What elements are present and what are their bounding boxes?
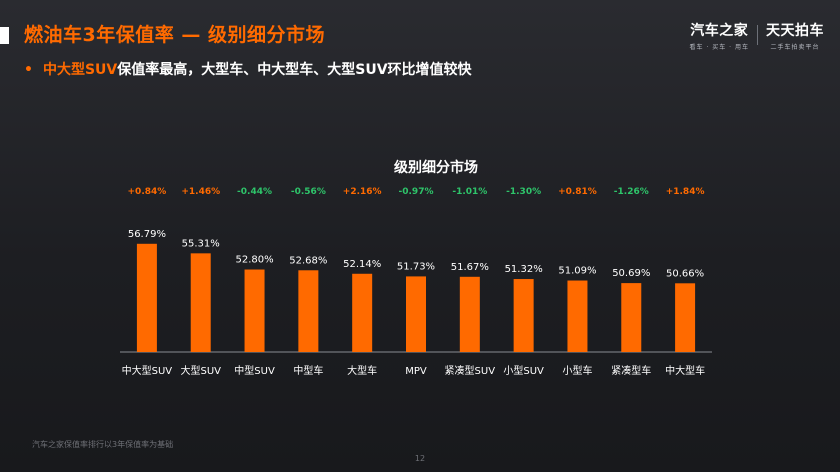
change-label: -0.97% [399,187,434,197]
bar-value-label: 52.68% [289,255,327,266]
bar-value-label: 51.32% [505,264,543,275]
x-tick-label: 小型SUV [503,364,544,377]
bar-value-label: 50.66% [666,268,704,279]
bar-value-label: 51.09% [558,266,596,277]
x-tick-label: MPV [405,366,427,377]
footnote: 汽车之家保值率排行以3年保值率为基础 [32,440,174,449]
key-finding-text: 保值率最高，大型车、中大型车、大型SUV环比增值较快 [117,62,472,78]
bar [513,279,534,352]
bar [621,283,642,352]
bullet-dot-icon: • [24,62,33,78]
ttpai-logo-slogan: 二手车拍卖平台 [770,43,820,51]
change-label: +1.46% [181,187,220,197]
autohome-logo: 汽车之家 看车 · 买车 · 用车 [690,20,749,51]
change-label: -1.30% [506,187,541,197]
bar [136,243,157,352]
chart-title: 级别细分市场 [394,159,478,176]
bar-value-label: 52.80% [235,255,273,266]
autohome-logo-text: 汽车之家 [690,22,749,39]
ttpai-logo-text: 天天拍车 [766,22,824,39]
brand-logos: 汽车之家 看车 · 买车 · 用车 天天拍车 二手车拍卖平台 [690,20,824,51]
bar [567,280,588,352]
page-number: 12 [414,454,426,463]
x-tick-label: 紧凑型SUV [445,364,496,377]
bar-value-label: 55.31% [182,238,220,249]
key-finding-highlight: 中大型SUV [42,62,118,78]
change-label: -1.26% [614,187,649,197]
change-label: -0.44% [237,187,272,197]
bar-value-label: 50.69% [612,268,650,279]
bar [406,276,426,352]
bar-value-label: 56.79% [128,229,166,240]
title-marker [0,27,9,44]
x-tick-label: 中大型车 [665,364,705,377]
x-tick-label: 小型车 [562,364,592,377]
page-title: 燃油车3年保值率 — 级别细分市场 [24,24,325,46]
autohome-logo-slogan: 看车 · 买车 · 用车 [689,43,749,51]
change-label: +2.16% [343,187,382,197]
x-tick-label: 中型SUV [234,364,275,377]
logo-divider [757,25,758,45]
x-tick-label: 大型车 [347,364,377,377]
bar-value-label: 52.14% [343,259,381,270]
change-label: +0.81% [558,187,597,197]
bar [459,276,480,352]
bar [190,253,211,352]
change-label: +0.84% [128,187,167,197]
x-tick-label: 大型SUV [180,364,221,377]
key-finding: • 中大型SUV保值率最高，大型车、中大型车、大型SUV环比增值较快 [24,59,472,79]
bar [298,270,319,352]
bar-value-label: 51.73% [397,261,435,272]
bar [352,273,373,352]
bar-value-label: 51.67% [451,262,489,273]
bar [244,269,265,352]
bar [675,283,696,352]
x-tick-label: 中型车 [293,364,323,377]
x-tick-label: 紧凑型车 [611,364,651,377]
x-tick-label: 中大型SUV [122,364,173,377]
change-label: -1.01% [452,187,487,197]
change-label: +1.84% [666,187,705,197]
ttpai-logo: 天天拍车 二手车拍卖平台 [766,20,824,51]
change-label: -0.56% [291,187,326,197]
